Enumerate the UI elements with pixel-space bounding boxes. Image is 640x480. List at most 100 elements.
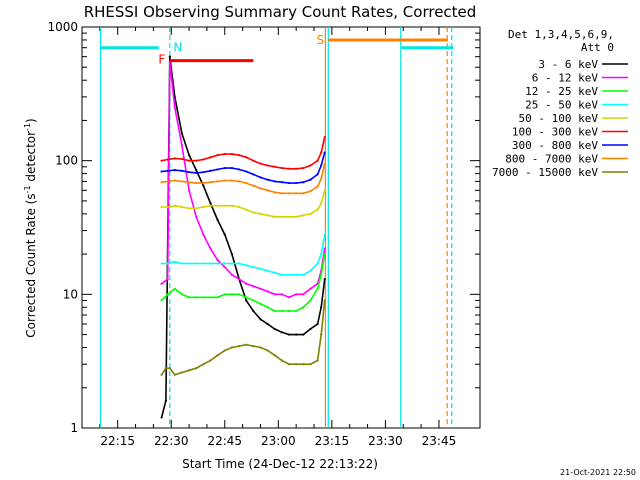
series-point xyxy=(245,343,248,346)
series-point xyxy=(187,159,191,162)
series-point xyxy=(160,282,163,285)
series-point xyxy=(259,318,262,321)
series-point xyxy=(166,205,169,209)
series-point xyxy=(302,273,305,276)
series-point xyxy=(252,309,255,313)
series-point xyxy=(323,252,326,256)
series-point xyxy=(202,181,205,185)
series-point xyxy=(173,169,176,172)
series-point xyxy=(223,349,226,352)
series-point xyxy=(287,333,291,336)
series-line xyxy=(160,300,326,376)
series-point xyxy=(223,166,226,170)
x-tick-label: 23:45 xyxy=(422,434,457,448)
series-point xyxy=(266,178,269,181)
series-point xyxy=(230,152,234,156)
series-point xyxy=(309,269,312,272)
series-point xyxy=(245,181,248,185)
series-point xyxy=(166,278,169,281)
series-point xyxy=(202,296,205,299)
series-point xyxy=(195,207,198,210)
series-point xyxy=(266,322,269,326)
series-point xyxy=(223,152,226,156)
series-point xyxy=(209,247,212,250)
flag-label: N xyxy=(173,41,182,55)
series-point xyxy=(187,181,191,184)
series-point xyxy=(323,162,326,165)
series-point xyxy=(309,190,312,193)
series-point xyxy=(252,173,255,176)
series-point xyxy=(187,154,191,157)
series-point xyxy=(216,262,219,265)
series-point xyxy=(273,309,276,313)
series-point xyxy=(195,367,198,370)
series-point xyxy=(166,169,169,172)
series-point xyxy=(287,167,291,170)
series-point xyxy=(252,299,255,302)
series-point xyxy=(259,287,262,290)
series-point xyxy=(216,168,219,171)
series-point xyxy=(295,273,298,276)
series-point xyxy=(160,416,163,419)
series-point xyxy=(237,262,241,265)
series-point xyxy=(320,252,323,256)
series-point xyxy=(195,296,198,299)
series-point xyxy=(316,287,319,290)
flag-label: S xyxy=(316,33,324,47)
series-point xyxy=(209,181,212,184)
series-point xyxy=(316,322,319,326)
series-line xyxy=(161,190,326,218)
series-point xyxy=(216,259,219,262)
series-point xyxy=(273,354,276,357)
series-point xyxy=(237,180,241,183)
series-point xyxy=(173,157,176,160)
series-point xyxy=(166,262,169,265)
y-tick-label: 1 xyxy=(70,421,78,435)
series-point xyxy=(245,282,248,285)
series-point xyxy=(295,215,298,218)
series-group xyxy=(99,27,454,428)
series-point xyxy=(252,344,255,348)
x-tick-label: 22:15 xyxy=(100,434,135,448)
series-line xyxy=(161,136,326,170)
x-tick-label: 22:30 xyxy=(154,434,189,448)
series-point xyxy=(187,262,191,265)
series-point xyxy=(166,180,169,183)
series-point xyxy=(230,166,234,170)
series-point xyxy=(316,185,319,188)
series-line xyxy=(161,61,326,299)
y-tick-label: 100 xyxy=(55,154,78,168)
series-point xyxy=(245,299,248,302)
series-point xyxy=(160,159,163,162)
series-point xyxy=(316,262,319,265)
series-point xyxy=(168,367,171,370)
legend-header: Det 1,3,4,5,6,9, xyxy=(508,28,614,41)
x-tick-label: 23:15 xyxy=(315,434,350,448)
x-axis-label: Start Time (24-Dec-12 22:13:22) xyxy=(182,457,378,471)
legend-entry-label: 7000 - 15000 keV xyxy=(492,166,598,179)
series-point xyxy=(295,309,298,313)
series-point xyxy=(230,346,234,349)
series-point xyxy=(173,106,176,109)
y-axis-label: Corrected Count Rate (s-1 detector-1) xyxy=(23,118,38,337)
series-point xyxy=(259,162,262,165)
series-point xyxy=(259,346,262,349)
y-tick-label: 1000 xyxy=(47,20,78,34)
series-point xyxy=(302,181,305,184)
legend-entry-label: 300 - 800 keV xyxy=(512,139,598,152)
series-point xyxy=(309,299,312,302)
series-point xyxy=(195,159,198,162)
series-point xyxy=(273,293,276,296)
series-point xyxy=(323,278,326,281)
legend-header: Att 0 xyxy=(581,41,614,54)
series-point xyxy=(287,192,291,195)
legend-entry-label: 12 - 25 keV xyxy=(525,85,598,98)
series-point xyxy=(223,179,226,182)
series-point xyxy=(180,293,184,296)
legend-entry-label: 6 - 12 keV xyxy=(532,72,599,85)
series-point xyxy=(230,273,234,276)
series-point xyxy=(266,306,269,309)
series-point xyxy=(323,136,326,139)
series-point xyxy=(323,151,326,154)
series-point xyxy=(160,181,163,184)
